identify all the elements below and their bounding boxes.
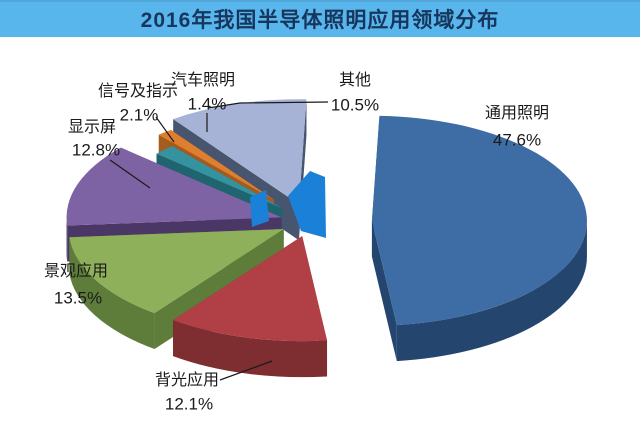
slice-top-face [371,115,587,326]
pie-value-backlight: 12.1% [164,394,214,414]
chart-title: 2016年我国半导体照明应用领域分布 [0,0,640,37]
slice-rim [396,220,587,362]
leader-line-signal-indication [155,116,175,143]
pie-value-automotive-lighting: 1.4% [187,94,227,114]
pie-label-general-lighting: 通用照明 [484,105,550,122]
slice-side-face [371,220,397,362]
pie-value-others: 10.5% [330,95,380,115]
pie-label-landscape: 景观应用 [43,263,109,280]
slice-rim [66,217,68,262]
slice-top-face [156,146,282,209]
leader-line-others [207,101,329,109]
leader-line-display-screen [109,159,151,189]
pie-label-automotive-lighting: 汽车照明 [170,72,236,89]
pie-label-backlight: 背光应用 [154,372,220,389]
pie-value-landscape: 13.5% [53,288,103,308]
center-highlight-artifact [250,171,326,238]
slice-top-face [69,229,284,313]
pie-value-display-screen: 12.8% [71,140,121,160]
pie-label-display-screen: 显示屏 [67,119,117,136]
slice-rim [173,320,328,378]
leader-line-backlight [219,360,273,381]
pie-slice-landscape [69,229,284,349]
pie-value-general-lighting: 47.6% [492,130,542,150]
slice-rim [69,237,155,349]
pie-slice-backlight [173,236,328,378]
pie-slice-general-lighting [371,115,587,362]
slice-top-face [158,129,275,200]
pie-label-signal-indication: 信号及指示 [97,83,179,100]
pie-label-others: 其他 [338,72,372,89]
slice-top-face [173,236,328,342]
pie-value-signal-indication: 2.1% [119,105,159,125]
